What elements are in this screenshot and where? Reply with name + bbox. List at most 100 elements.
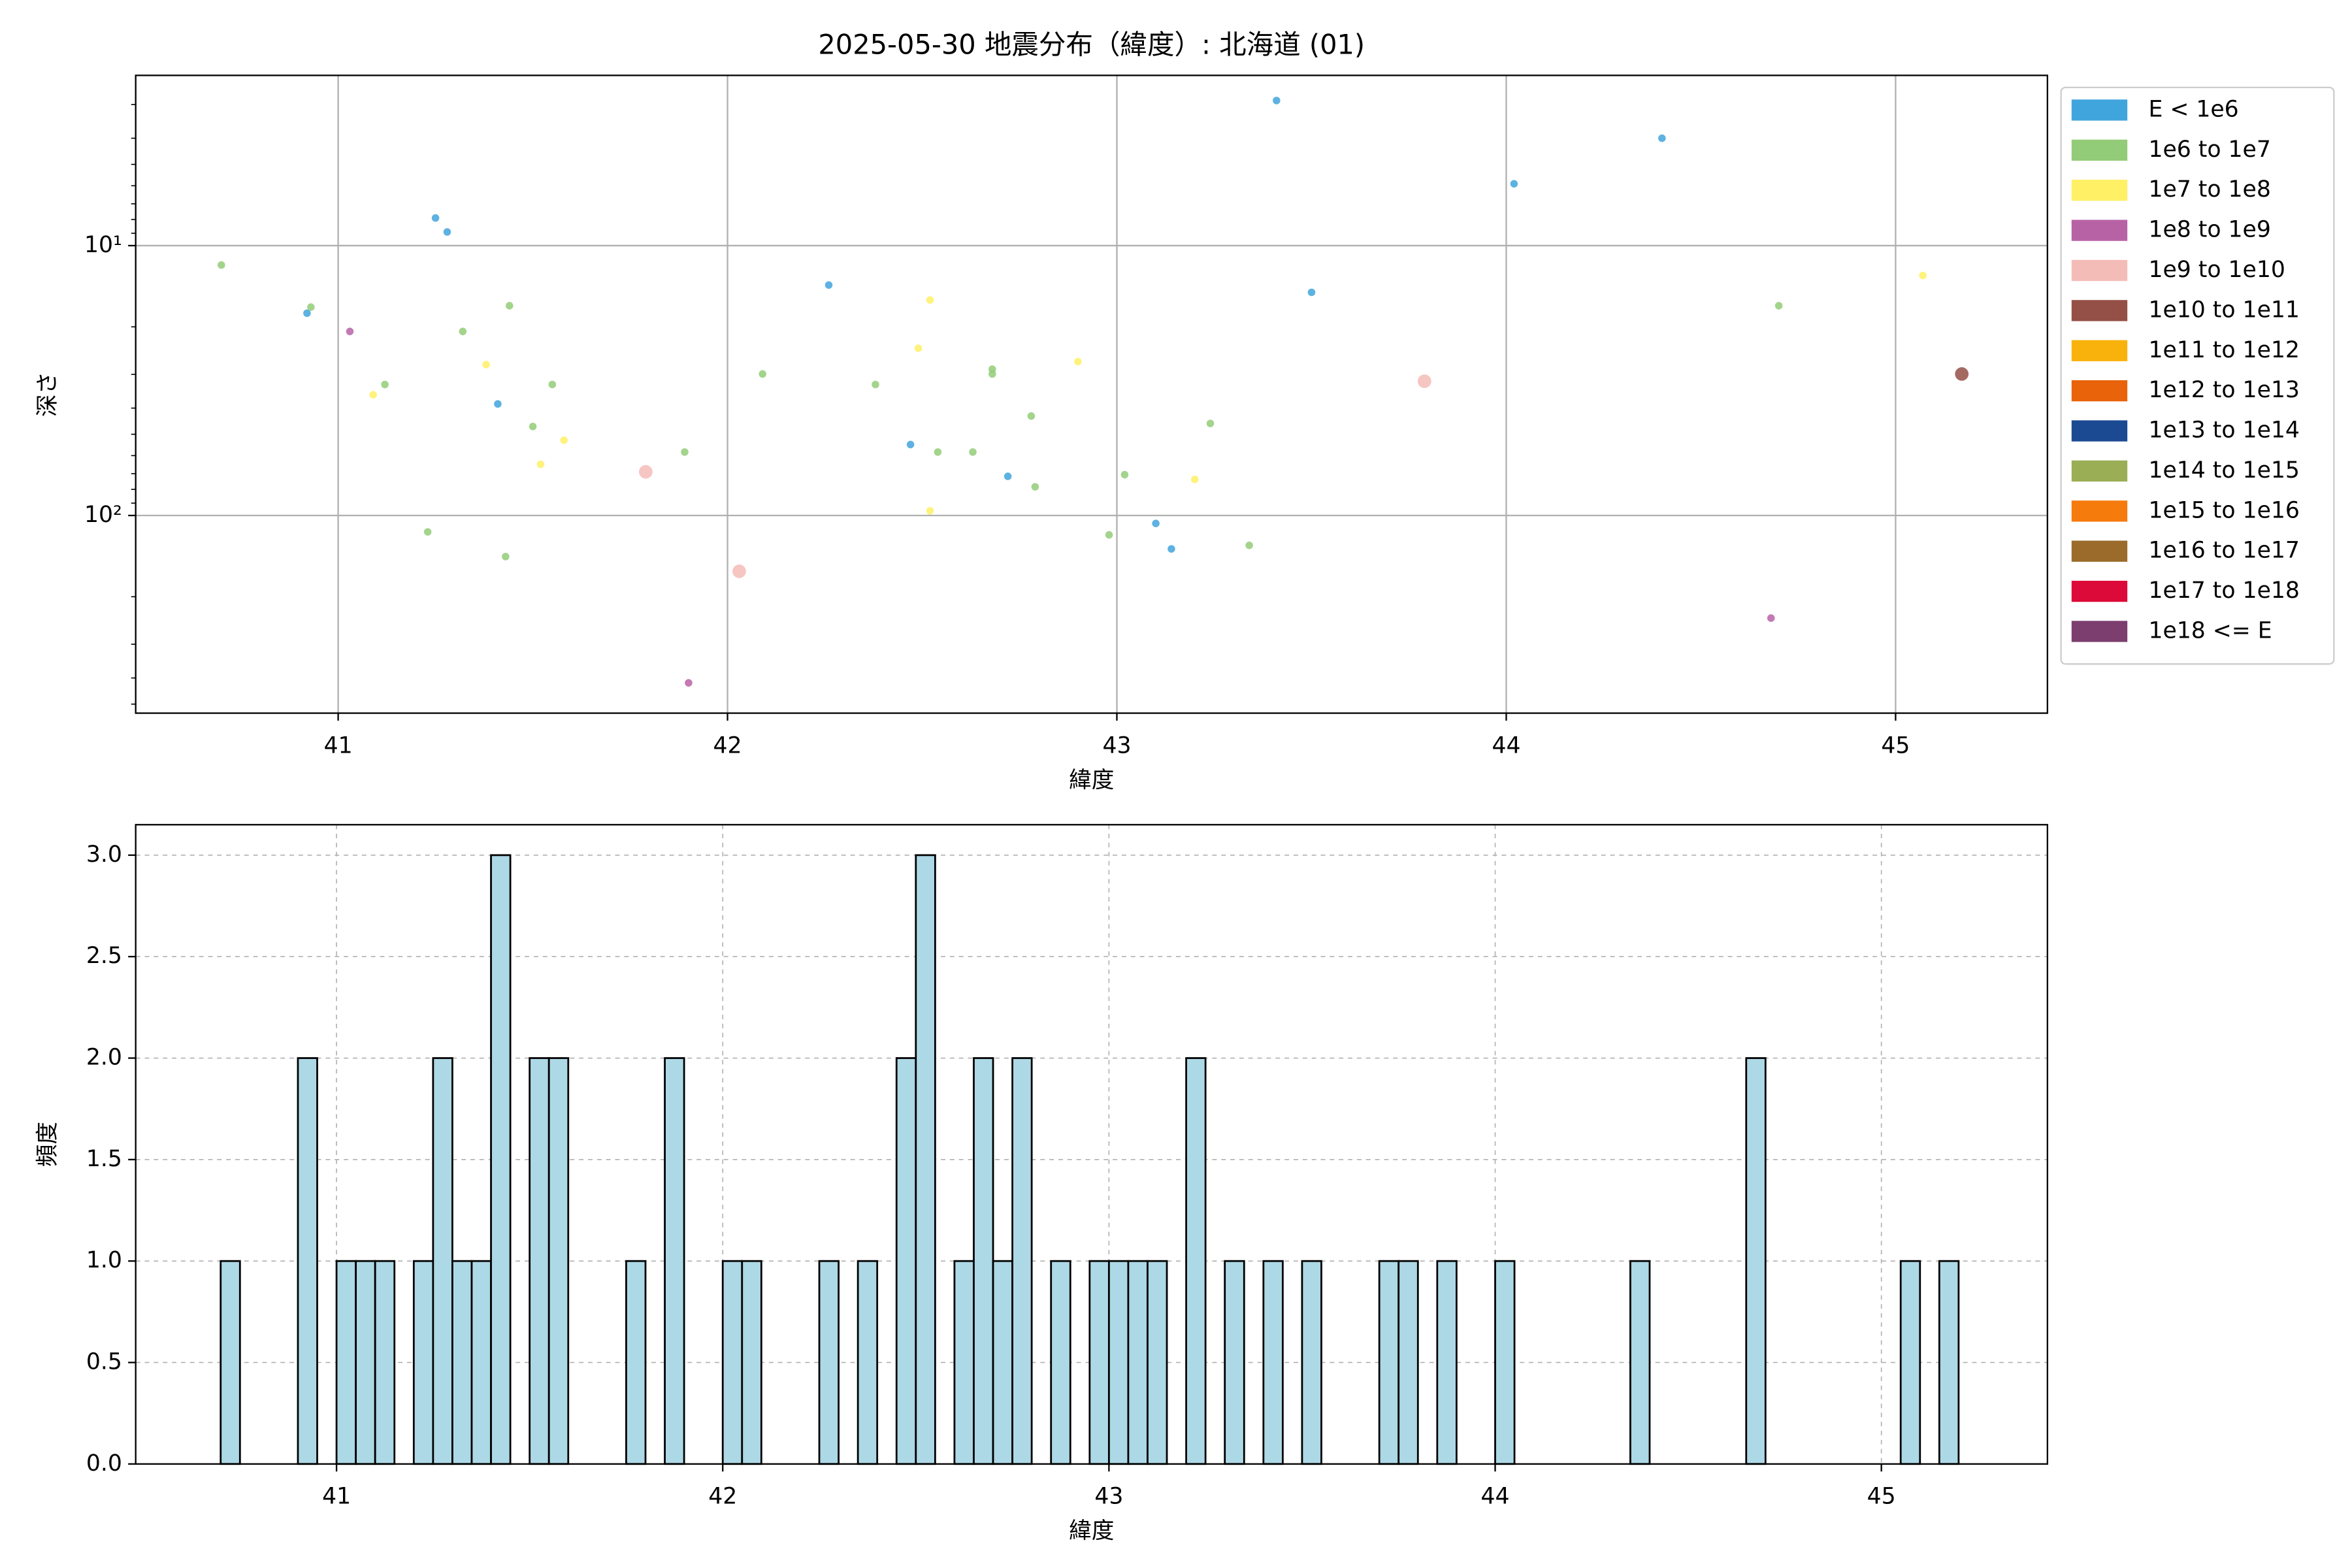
data-point	[381, 380, 389, 389]
axes-frame	[135, 824, 2048, 1465]
legend-label: 1e13 to 1e14	[2148, 417, 2299, 444]
legend-label: 1e15 to 1e16	[2148, 497, 2299, 523]
legend-swatch	[2071, 420, 2128, 442]
data-point	[1027, 412, 1036, 420]
data-point	[1955, 367, 1969, 381]
histogram-bar	[1494, 1260, 1516, 1465]
data-point	[218, 261, 225, 269]
legend-swatch	[2071, 621, 2128, 642]
histogram-bar	[953, 1260, 975, 1465]
legend-label: 1e6 to 1e7	[2148, 137, 2270, 163]
legend-label: 1e10 to 1e11	[2148, 297, 2299, 323]
histogram-bar	[664, 1057, 685, 1465]
histogram-bar	[1088, 1260, 1110, 1465]
data-point	[494, 400, 502, 408]
data-point	[759, 370, 766, 378]
histogram-bar	[1301, 1260, 1322, 1465]
data-point	[1245, 541, 1253, 549]
data-point	[1152, 519, 1160, 527]
histogram-bar	[451, 1260, 473, 1465]
legend-swatch	[2071, 259, 2128, 282]
data-point	[459, 327, 467, 336]
histogram-bar	[220, 1260, 241, 1465]
data-point	[1190, 476, 1199, 483]
legend-label: 1e11 to 1e12	[2148, 337, 2299, 363]
x-tick-label: 41	[322, 1484, 351, 1510]
data-point	[423, 528, 432, 536]
data-point	[906, 440, 915, 449]
data-point	[1074, 357, 1082, 366]
histogram-bar	[1127, 1260, 1149, 1465]
data-point	[969, 448, 977, 456]
legend-swatch	[2071, 500, 2128, 522]
histogram-bar	[741, 1260, 762, 1465]
histogram-bar	[470, 1260, 492, 1465]
data-point	[732, 564, 746, 578]
histogram-bar	[1147, 1260, 1168, 1465]
histogram-bar	[1011, 1057, 1033, 1465]
histogram-bar	[432, 1057, 453, 1465]
histogram-bar	[625, 1260, 647, 1465]
data-point	[307, 303, 315, 311]
legend-swatch	[2071, 380, 2128, 402]
data-point	[685, 679, 693, 687]
data-point	[639, 465, 653, 479]
legend-label: 1e16 to 1e17	[2148, 538, 2299, 564]
data-point	[914, 344, 923, 352]
x-axis-label: 緯度	[1069, 767, 1114, 793]
legend-swatch	[2071, 99, 2128, 121]
legend-label: 1e7 to 1e8	[2148, 176, 2270, 203]
histogram-bar	[1185, 1057, 1207, 1465]
data-point	[1273, 97, 1281, 105]
histogram-bar	[374, 1260, 396, 1465]
histogram-bar	[818, 1260, 840, 1465]
legend-box	[2060, 86, 2335, 665]
data-point	[1307, 288, 1316, 297]
y-tick-label: 10²	[84, 502, 122, 528]
histogram-bar	[915, 854, 936, 1465]
histogram-bar	[1745, 1057, 1767, 1465]
data-point	[681, 448, 689, 456]
data-point	[1417, 374, 1431, 388]
legend-swatch	[2071, 220, 2128, 241]
histogram-bar	[973, 1057, 994, 1465]
histogram-bar	[335, 1260, 357, 1465]
y-tick-label: 2.5	[86, 943, 122, 969]
legend-label: E < 1e6	[2148, 96, 2238, 122]
legend-label: 1e18 <= E	[2148, 617, 2272, 644]
data-point	[431, 214, 440, 222]
data-point	[1105, 531, 1113, 539]
legend-label: 1e12 to 1e13	[2148, 377, 2299, 403]
data-point	[934, 448, 942, 456]
histogram-bar	[857, 1260, 879, 1465]
legend-swatch	[2071, 540, 2128, 562]
legend-label: 1e17 to 1e18	[2148, 578, 2299, 604]
histogram-bar	[1436, 1260, 1458, 1465]
data-point	[443, 228, 451, 236]
legend-swatch	[2071, 300, 2128, 321]
histogram-bar	[1938, 1260, 1960, 1465]
y-tick-label: 2.0	[86, 1045, 122, 1071]
data-point	[506, 302, 514, 310]
histogram-bar	[529, 1057, 550, 1465]
data-point	[1510, 180, 1518, 188]
data-point	[482, 361, 490, 368]
legend-swatch	[2071, 580, 2128, 602]
histogram-bar	[1378, 1260, 1400, 1465]
x-tick-label: 42	[713, 732, 742, 759]
data-point	[926, 507, 934, 515]
axes-frame	[135, 74, 2048, 714]
legend-label: 1e8 to 1e9	[2148, 217, 2270, 243]
y-tick-label: 3.0	[86, 841, 122, 868]
histogram-bar	[297, 1057, 318, 1465]
y-axis-label: 頻度	[35, 1122, 61, 1167]
histogram-bar	[721, 1260, 743, 1465]
y-tick-label: 0.0	[86, 1450, 122, 1477]
x-tick-label: 44	[1492, 732, 1520, 759]
legend-swatch	[2071, 340, 2128, 361]
x-tick-label: 44	[1480, 1484, 1509, 1510]
data-point	[1206, 419, 1215, 427]
data-point	[1774, 302, 1783, 310]
y-tick-label: 1.5	[86, 1146, 122, 1172]
